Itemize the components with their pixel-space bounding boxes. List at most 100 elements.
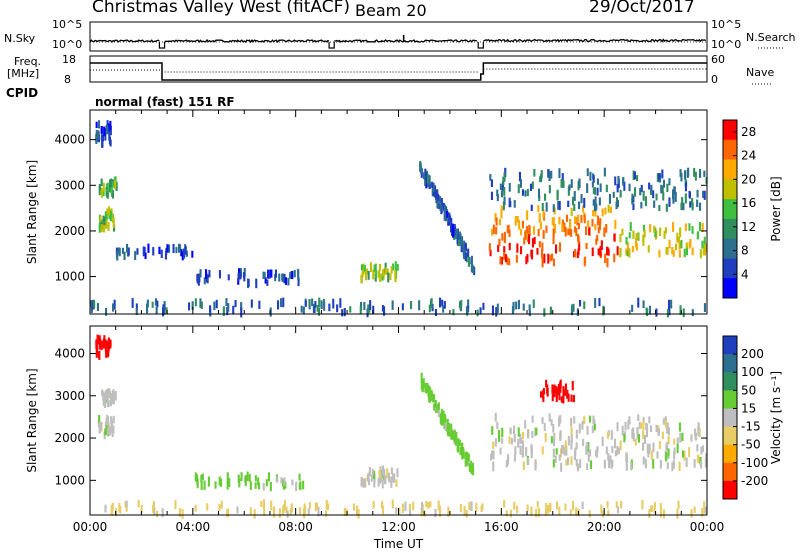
data-cell bbox=[622, 177, 625, 186]
data-cell bbox=[328, 303, 331, 312]
data-cell bbox=[388, 476, 391, 483]
data-cell bbox=[515, 254, 518, 263]
data-cell bbox=[427, 389, 430, 398]
data-cell bbox=[545, 379, 548, 388]
data-cell bbox=[668, 299, 671, 310]
data-cell bbox=[295, 481, 298, 491]
data-cell bbox=[390, 480, 393, 488]
data-cell bbox=[396, 468, 399, 478]
data-cell bbox=[518, 219, 521, 230]
data-cell bbox=[98, 183, 101, 191]
data-cell bbox=[660, 184, 663, 194]
data-cell bbox=[563, 222, 566, 233]
data-cell bbox=[285, 506, 288, 513]
data-cell bbox=[591, 247, 594, 257]
data-cell bbox=[599, 183, 602, 192]
data-cell bbox=[317, 506, 320, 517]
data-cell bbox=[489, 249, 492, 257]
data-cell bbox=[558, 168, 561, 179]
colorbar-frame bbox=[722, 335, 738, 500]
data-cell bbox=[701, 223, 704, 233]
data-cell bbox=[569, 219, 572, 229]
data-cell bbox=[547, 169, 550, 178]
x-axis-label: Time UT bbox=[373, 537, 424, 551]
colorbar-cell bbox=[723, 444, 737, 464]
data-cell bbox=[597, 226, 600, 234]
data-cell bbox=[691, 226, 694, 234]
data-cell bbox=[492, 441, 495, 450]
data-cell bbox=[390, 266, 393, 274]
data-cell bbox=[443, 211, 446, 221]
data-cell bbox=[656, 451, 659, 459]
data-cell bbox=[632, 170, 635, 180]
data-cell bbox=[572, 303, 575, 312]
data-cell bbox=[100, 178, 103, 186]
data-cell bbox=[465, 510, 468, 518]
data-cell bbox=[601, 510, 604, 518]
data-cell bbox=[642, 442, 645, 451]
data-cell bbox=[642, 416, 645, 424]
colorbar-tick-label: -50 bbox=[741, 438, 761, 452]
data-cell bbox=[558, 242, 561, 252]
data-cell bbox=[672, 249, 675, 257]
data-cell bbox=[437, 500, 440, 511]
data-cell bbox=[434, 509, 437, 518]
data-cell bbox=[458, 239, 461, 247]
data-cell bbox=[286, 510, 289, 518]
data-cell bbox=[545, 502, 548, 513]
data-cell bbox=[297, 276, 300, 287]
x-tick-label: 20:00 bbox=[587, 520, 622, 534]
data-cell bbox=[553, 433, 556, 440]
data-cell bbox=[601, 208, 604, 217]
data-cell bbox=[444, 414, 447, 424]
data-cell bbox=[541, 417, 544, 424]
data-cell bbox=[472, 266, 475, 273]
data-cell bbox=[194, 504, 197, 512]
data-cell bbox=[576, 308, 579, 317]
data-cell bbox=[662, 191, 665, 201]
data-cell bbox=[302, 306, 305, 315]
data-cell bbox=[498, 238, 501, 246]
data-cell bbox=[574, 216, 577, 224]
data-cell bbox=[678, 461, 681, 471]
data-cell bbox=[107, 206, 110, 216]
data-cell bbox=[631, 198, 634, 205]
data-cell bbox=[162, 304, 165, 315]
data-cell bbox=[102, 399, 105, 406]
data-cell bbox=[585, 226, 588, 236]
data-cell bbox=[604, 207, 607, 215]
data-cell bbox=[693, 506, 696, 513]
data-cell bbox=[248, 473, 251, 482]
data-cell bbox=[686, 169, 689, 178]
data-cell bbox=[283, 499, 286, 510]
data-cell bbox=[508, 197, 511, 208]
data-cell bbox=[634, 438, 637, 446]
data-cell bbox=[596, 215, 599, 226]
data-cell bbox=[298, 473, 301, 481]
data-cell bbox=[625, 463, 628, 471]
data-cell bbox=[270, 500, 273, 511]
data-cell bbox=[257, 477, 260, 486]
data-cell bbox=[588, 415, 591, 423]
data-cell bbox=[419, 162, 422, 172]
data-cell bbox=[626, 241, 629, 251]
data-cell bbox=[519, 179, 522, 188]
data-cell bbox=[610, 459, 613, 469]
data-cell bbox=[448, 423, 451, 431]
data-cell bbox=[125, 500, 128, 508]
data-cell bbox=[579, 459, 582, 469]
data-cell bbox=[673, 186, 676, 195]
data-cell bbox=[553, 384, 556, 391]
x-tick-label: 08:00 bbox=[278, 520, 313, 534]
data-cell bbox=[702, 190, 705, 198]
data-cell bbox=[461, 442, 464, 452]
plot-frame-velocity bbox=[89, 325, 708, 516]
data-cell bbox=[164, 250, 167, 260]
data-cell bbox=[368, 479, 371, 486]
data-cell bbox=[691, 309, 694, 317]
data-cell bbox=[666, 247, 669, 255]
data-cell bbox=[516, 243, 519, 253]
data-cell bbox=[538, 213, 541, 223]
data-cell bbox=[343, 507, 346, 516]
